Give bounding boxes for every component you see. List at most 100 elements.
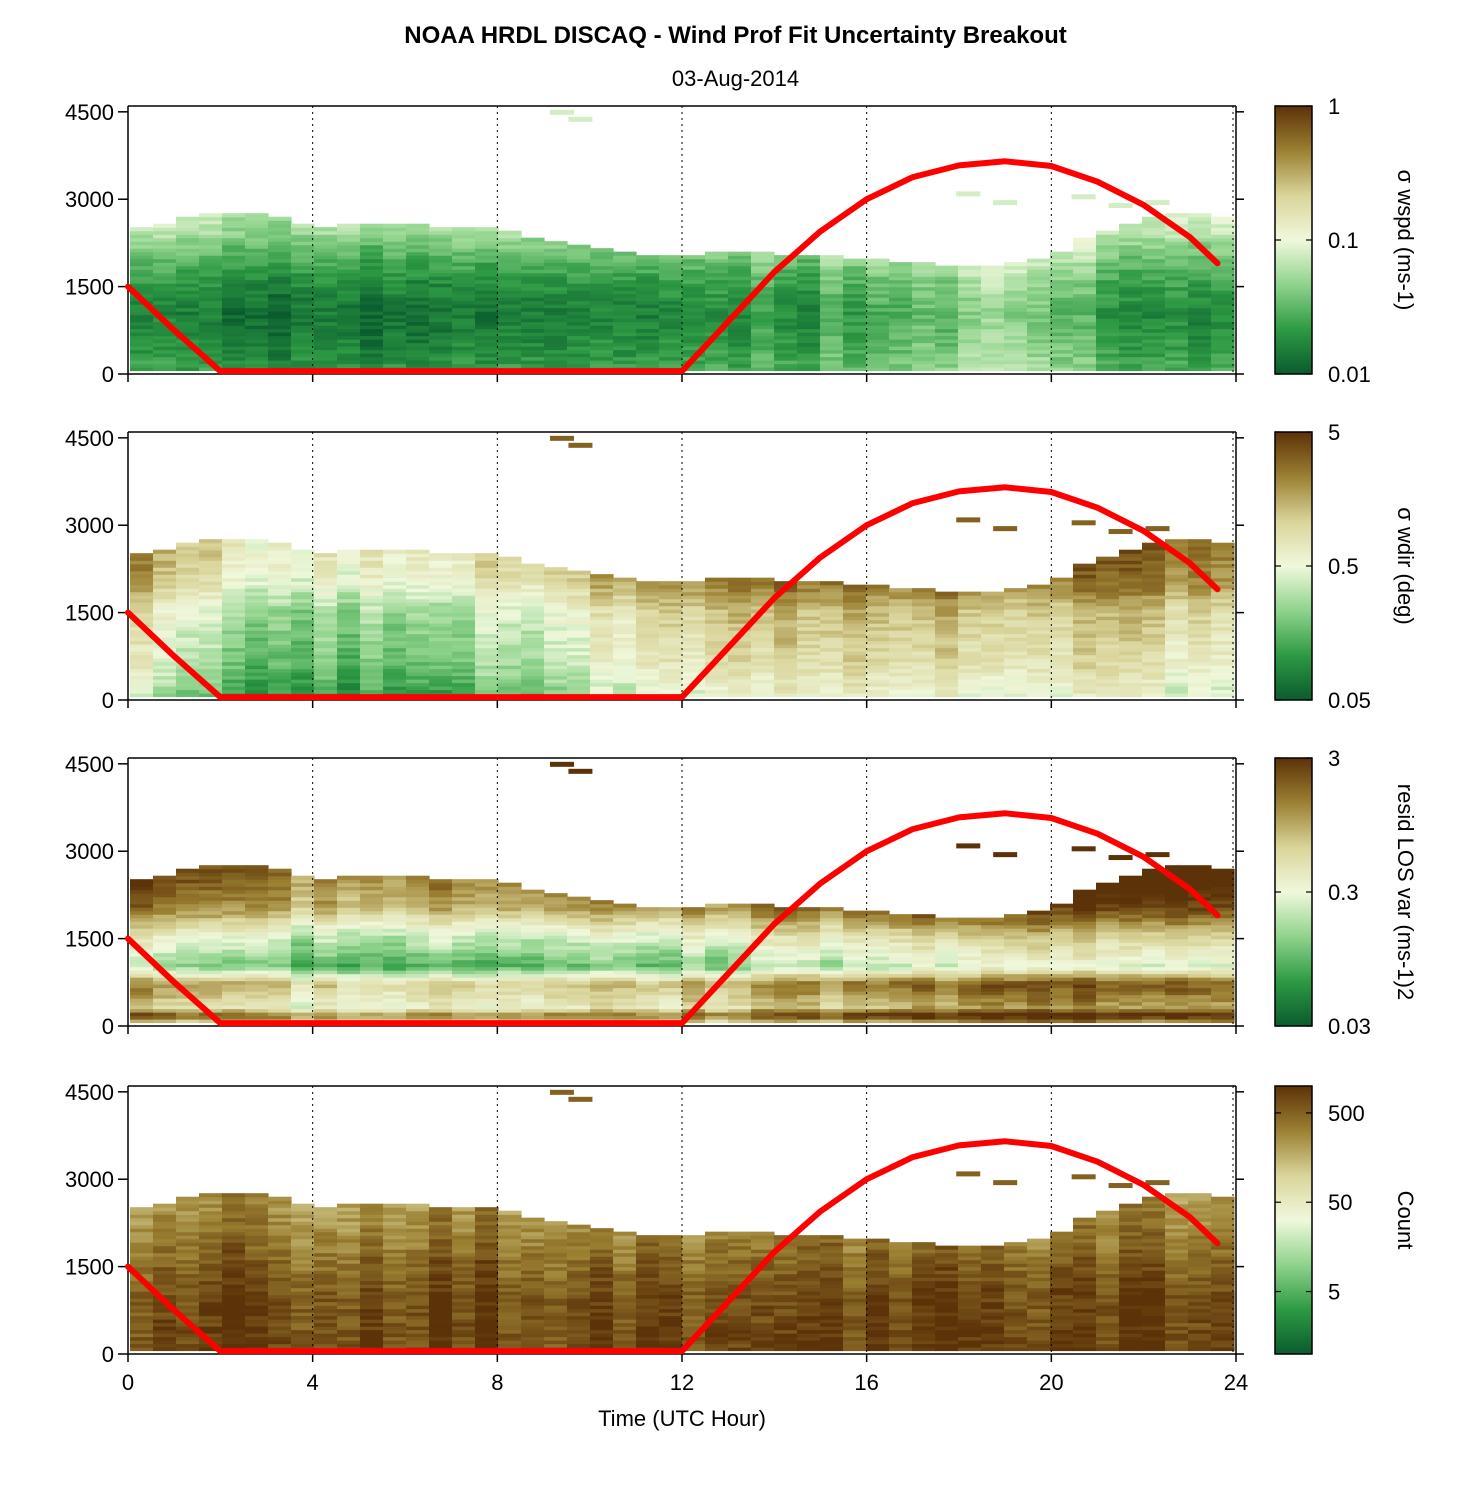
heatmap-cell: [889, 318, 913, 323]
heatmap-cell: [1142, 349, 1166, 354]
heatmap-cell: [682, 644, 706, 649]
heatmap-cell: [245, 588, 269, 593]
heatmap-cell: [751, 942, 775, 947]
heatmap-cell: [843, 959, 867, 964]
heatmap-cell: [521, 248, 545, 253]
heatmap-cell: [567, 665, 591, 670]
heatmap-cell: [682, 984, 706, 989]
heatmap-cell: [820, 304, 844, 309]
heatmap-cell: [866, 293, 890, 298]
heatmap-cell: [383, 952, 407, 957]
heatmap-cell: [475, 914, 499, 919]
heatmap-cell: [1142, 633, 1166, 638]
heatmap-cell: [728, 1015, 752, 1020]
heatmap-cell: [429, 595, 453, 600]
heatmap-cell: [199, 679, 223, 684]
heatmap-cell: [1096, 339, 1120, 344]
heatmap-cell: [820, 602, 844, 607]
heatmap-cell: [613, 907, 637, 912]
heatmap-cell: [728, 602, 752, 607]
heatmap-cell: [406, 998, 430, 1003]
heatmap-cell: [314, 630, 338, 635]
heatmap-cell: [590, 1005, 614, 1010]
heatmap-cell: [981, 283, 1005, 288]
heatmap-cell: [590, 325, 614, 330]
heatmap-cell: [498, 286, 522, 291]
heatmap-cell: [314, 952, 338, 957]
heatmap-cell: [360, 654, 384, 659]
heatmap-cell: [751, 651, 775, 656]
heatmap-cell: [659, 651, 683, 656]
heatmap-cell: [291, 570, 315, 575]
heatmap-cell: [222, 984, 246, 989]
heatmap-cell: [452, 248, 476, 253]
heatmap-cell: [1211, 672, 1235, 677]
heatmap-cell: [590, 328, 614, 333]
heatmap-cell: [176, 942, 200, 947]
heatmap-cell: [1119, 619, 1143, 624]
heatmap-cell: [774, 682, 798, 687]
heatmap-cell: [1188, 640, 1212, 645]
heatmap-cell: [222, 640, 246, 645]
heatmap-cell: [291, 556, 315, 561]
heatmap-cell: [820, 269, 844, 274]
heatmap-cell: [360, 963, 384, 968]
heatmap-cell: [912, 640, 936, 645]
heatmap-cell: [1096, 300, 1120, 305]
heatmap-cell: [360, 668, 384, 673]
heatmap-cell: [153, 668, 177, 673]
heatmap-cell: [820, 651, 844, 656]
heatmap-cell: [659, 980, 683, 985]
heatmap-cell: [866, 956, 890, 961]
heatmap-cell: [521, 987, 545, 992]
heatmap-cell: [199, 581, 223, 586]
heatmap-cell: [383, 335, 407, 340]
heatmap-cell: [705, 945, 729, 950]
heatmap-cell: [843, 1019, 867, 1024]
y-tick-label: 0: [102, 688, 114, 713]
heatmap-cell: [199, 598, 223, 603]
heatmap-cell: [383, 672, 407, 677]
heatmap-cell: [383, 1005, 407, 1010]
heatmap-cell: [130, 917, 154, 922]
heatmap-cell: [498, 1015, 522, 1020]
heatmap-cell: [153, 265, 177, 270]
heatmap-cell: [797, 1012, 821, 1017]
heatmap-cell: [728, 658, 752, 663]
heatmap-cell: [314, 984, 338, 989]
heatmap-cell: [291, 574, 315, 579]
heatmap-cell: [820, 1019, 844, 1024]
heatmap-cell: [728, 921, 752, 926]
heatmap-cell: [360, 970, 384, 975]
heatmap-cell: [291, 942, 315, 947]
heatmap-cell: [383, 938, 407, 943]
heatmap-cell: [222, 689, 246, 694]
heatmap-cell: [429, 928, 453, 933]
heatmap-cell: [130, 588, 154, 593]
heatmap-cell: [498, 244, 522, 249]
heatmap-cell: [498, 917, 522, 922]
heatmap-cell: [176, 661, 200, 666]
heatmap-cell: [1027, 314, 1051, 319]
heatmap-cell: [130, 910, 154, 915]
heatmap-cell: [268, 984, 292, 989]
heatmap-cell: [590, 679, 614, 684]
sparse-cell: [549, 435, 574, 441]
heatmap-cell: [498, 633, 522, 638]
heatmap-cell: [521, 1005, 545, 1010]
heatmap-cell: [1142, 363, 1166, 368]
heatmap-cell: [360, 276, 384, 281]
heatmap-cell: [544, 672, 568, 677]
heatmap-cell: [1165, 244, 1189, 249]
heatmap-cell: [728, 949, 752, 954]
heatmap-cell: [1142, 311, 1166, 316]
heatmap-cell: [705, 921, 729, 926]
heatmap-cell: [521, 353, 545, 358]
heatmap-cell: [820, 672, 844, 677]
heatmap-cell: [176, 248, 200, 253]
heatmap-cell: [1119, 262, 1143, 267]
heatmap-cell: [360, 353, 384, 358]
heatmap-cell: [199, 367, 223, 372]
heatmap-cell: [590, 283, 614, 288]
heatmap-cell: [383, 623, 407, 628]
